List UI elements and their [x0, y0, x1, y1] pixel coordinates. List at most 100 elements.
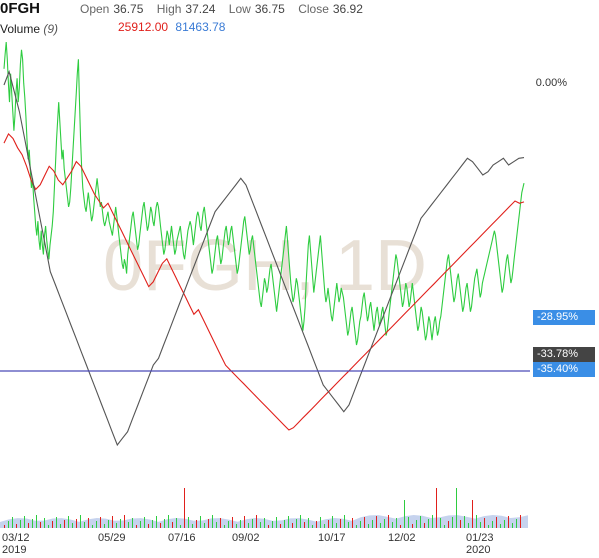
- volume-bar: [264, 518, 265, 528]
- volume-bar: [340, 519, 341, 528]
- series-line-red: [3, 132, 525, 431]
- volume-readout: Volume (9): [0, 22, 58, 36]
- volume-bar: [12, 517, 13, 528]
- volume-bar: [376, 516, 377, 528]
- volume-bar: [508, 516, 509, 528]
- volume-bar: [156, 516, 157, 528]
- volume-bar: [28, 523, 29, 528]
- volume-bar: [448, 521, 449, 528]
- zero-percent-label: 0.00%: [535, 77, 567, 89]
- volume-bar: [336, 523, 337, 528]
- volume-bar: [204, 523, 205, 528]
- volume-bar: [148, 524, 149, 528]
- volume-bar: [388, 515, 389, 528]
- volume-bar: [256, 515, 257, 528]
- volume-value-red: 25912.00: [118, 20, 169, 34]
- volume-bar: [104, 524, 105, 528]
- volume-bar: [400, 525, 401, 528]
- gray-series-last-badge: -33.78%: [533, 347, 595, 362]
- volume-bar: [236, 524, 237, 528]
- volume-bar: [72, 523, 73, 528]
- volume-bar: [452, 517, 453, 528]
- volume-bar: [348, 522, 349, 528]
- volume-bar: [284, 520, 285, 528]
- volume-bar: [132, 518, 133, 528]
- volume-bar: [440, 518, 441, 528]
- volume-bar: [460, 520, 461, 528]
- red-series-last-badge: -35.40%: [533, 362, 595, 377]
- volume-bar: [360, 521, 361, 528]
- volume-bar: [36, 515, 37, 528]
- volume-bar: [476, 515, 477, 528]
- volume-bar: [24, 516, 25, 528]
- volume-bar: [116, 523, 117, 528]
- volume-bar: [168, 515, 169, 528]
- volume-bar: [480, 522, 481, 528]
- volume-bar: [484, 518, 485, 528]
- close-label: Close: [298, 2, 329, 16]
- volume-bar: [60, 524, 61, 528]
- symbol-title: 0FGH: [0, 0, 41, 17]
- volume-bar: [112, 516, 113, 528]
- x-tick-label: 03/12: [2, 532, 30, 544]
- x-tick-label: 07/16: [168, 532, 196, 544]
- volume-bar: [160, 523, 161, 528]
- volume-bar: [4, 525, 5, 528]
- volume-bar: [368, 524, 369, 528]
- ohlc-readout: Open 36.75 High 37.24 Low 36.75 Close 36.92: [80, 2, 373, 16]
- volume-bar: [228, 521, 229, 528]
- volume-bar: [16, 524, 17, 528]
- green-series-last-badge: -28.95%: [533, 310, 595, 325]
- volume-bar: [76, 519, 77, 528]
- volume-bar: [464, 516, 465, 528]
- volume-bar: [96, 521, 97, 528]
- volume-bar: [456, 488, 457, 528]
- volume-bar: [328, 520, 329, 528]
- volume-bar: [32, 519, 33, 528]
- volume-bar: [40, 522, 41, 528]
- volume-bar: [276, 517, 277, 528]
- volume-bar: [296, 519, 297, 528]
- volume-bar: [364, 517, 365, 528]
- volume-bar: [292, 523, 293, 528]
- volume-value-blue: 81463.78: [175, 20, 226, 34]
- volume-bar: [188, 517, 189, 528]
- x-tick-label: 12/02: [388, 532, 416, 544]
- volume-bar: [352, 518, 353, 528]
- volume-bar: [520, 515, 521, 528]
- volume-period: (9): [43, 22, 59, 36]
- volume-bar: [428, 519, 429, 528]
- volume-bar: [172, 522, 173, 528]
- volume-bar: [332, 516, 333, 528]
- volume-bar: [504, 520, 505, 528]
- volume-bar: [244, 516, 245, 528]
- open-value: 36.75: [113, 2, 144, 16]
- volume-bar: [56, 517, 57, 528]
- volume-bar: [308, 518, 309, 528]
- x-tick-label: 10/17: [318, 532, 346, 544]
- volume-bar: [380, 523, 381, 528]
- volume-bar: [320, 517, 321, 528]
- high-label: High: [156, 2, 182, 16]
- volume-bar: [88, 518, 89, 528]
- x-tick-label: 01/23: [466, 532, 494, 544]
- low-value: 36.75: [254, 2, 285, 16]
- volume-bar: [240, 520, 241, 528]
- volume-bar: [372, 520, 373, 528]
- close-value: 36.92: [332, 2, 363, 16]
- x-tick-label: 05/29: [98, 532, 126, 544]
- volume-bar: [220, 518, 221, 528]
- volume-bar: [8, 521, 9, 528]
- volume-bar: [64, 520, 65, 528]
- volume-bar: [416, 520, 417, 528]
- volume-bar: [140, 521, 141, 528]
- high-value: 37.24: [185, 2, 216, 16]
- volume-values: 25912.00 81463.78: [118, 20, 225, 34]
- volume-bar: [252, 519, 253, 528]
- volume-bar: [424, 523, 425, 528]
- volume-bar: [472, 500, 473, 528]
- volume-bar: [268, 525, 269, 528]
- volume-bar: [300, 515, 301, 528]
- volume-bar: [404, 500, 405, 528]
